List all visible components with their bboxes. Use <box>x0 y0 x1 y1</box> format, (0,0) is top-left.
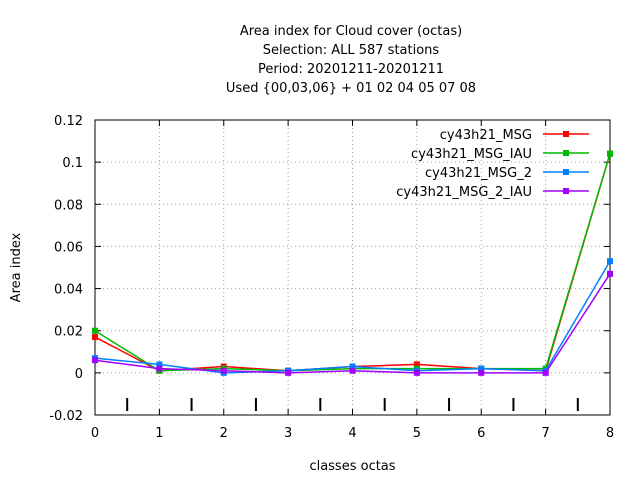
legend: cy43h21_MSG cy43h21_MSG_IAU cy43h21_MSG_2c… <box>396 128 589 200</box>
x-tick-label: 3 <box>284 426 292 441</box>
chart-title: Area index for Cloud cover (octas) Select… <box>226 24 476 96</box>
legend-swatch-marker-4 <box>563 188 569 194</box>
y-tick-label: 0.08 <box>54 198 83 213</box>
series-point-4 <box>349 367 356 374</box>
series-point-1 <box>413 361 420 368</box>
series-point-3 <box>607 258 613 265</box>
y-axis-label: Area index <box>9 232 24 302</box>
x-axis-label: classes octas <box>309 459 395 474</box>
series-point-4 <box>413 369 420 376</box>
series-point-4 <box>156 365 163 372</box>
series-point-3 <box>156 361 163 368</box>
x-tick-label: 7 <box>541 426 549 441</box>
x-tick-label: 5 <box>413 426 421 441</box>
series-point-2 <box>607 150 613 157</box>
series-point-4 <box>285 369 292 376</box>
legend-swatch-marker-2 <box>563 150 569 156</box>
title-line-3: Period: 20201211-20201211 <box>258 62 444 77</box>
legend-swatch-marker-1 <box>563 131 569 137</box>
series-line-2 <box>94 153 611 372</box>
y-tick-label: 0.1 <box>62 156 83 171</box>
title-line-2: Selection: ALL 587 stations <box>263 43 440 58</box>
legend-label-1: cy43h21_MSG <box>440 128 532 143</box>
legend-label-3: cy43h21_MSG_2 <box>425 166 532 181</box>
title-line-4: Used {00,03,06} + 01 02 04 05 07 08 <box>226 81 476 96</box>
title-line-1: Area index for Cloud cover (octas) <box>240 24 462 39</box>
series-point-4 <box>92 357 98 364</box>
x-tick-label: 1 <box>155 426 163 441</box>
legend-label-2: cy43h21_MSG_IAU <box>411 147 532 162</box>
series <box>92 150 613 376</box>
series-point-2 <box>92 327 98 334</box>
legend-label-4: cy43h21_MSG_2_IAU <box>396 185 532 200</box>
y-tick-label: 0.02 <box>54 325 83 340</box>
series-line-1 <box>94 153 611 372</box>
y-tick-label: 0.12 <box>54 114 83 129</box>
x-tick-label: 0 <box>91 426 99 441</box>
series-point-1 <box>92 334 98 341</box>
class-boundary-markers <box>126 398 579 411</box>
x-tick-label: 6 <box>477 426 485 441</box>
x-tick-label: 2 <box>220 426 228 441</box>
series-point-3 <box>349 363 356 370</box>
y-tick-label: 0 <box>75 367 83 382</box>
series-point-4 <box>607 270 613 277</box>
legend-swatch-marker-3 <box>563 169 569 175</box>
series-point-3 <box>478 365 485 372</box>
y-tick-label: 0.04 <box>54 283 83 298</box>
series-point-4 <box>542 369 549 376</box>
y-tick-label: -0.02 <box>49 409 83 424</box>
y-tick-label: 0.06 <box>54 240 83 255</box>
x-tick-label: 8 <box>606 426 614 441</box>
series-point-4 <box>220 367 227 374</box>
axes: 0 1 2 3 4 5 6 7 8 -0.02 0 0.02 0.04 0.06 0.08 0.1 0.12 <box>49 114 614 441</box>
series-point-4 <box>478 369 485 376</box>
x-tick-label: 4 <box>348 426 356 441</box>
